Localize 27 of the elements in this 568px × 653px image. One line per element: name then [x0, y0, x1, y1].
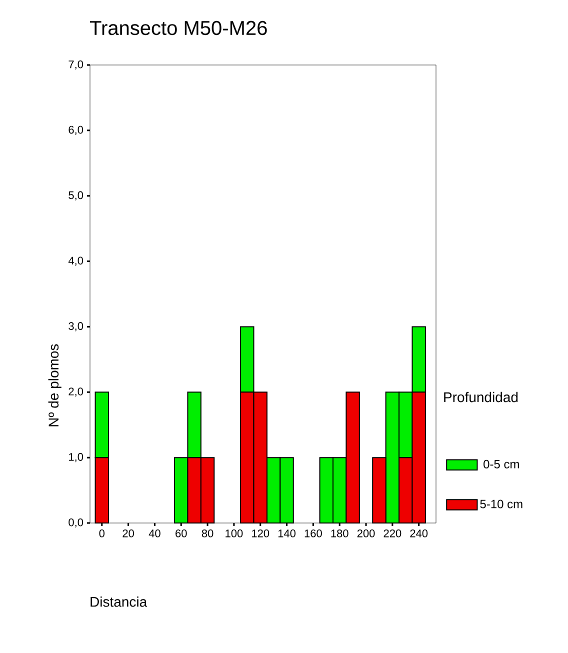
x-tick-label: 140 [278, 530, 296, 538]
x-tick-label: 220 [384, 530, 402, 538]
y-tick-label: 2,0 [68, 388, 84, 397]
x-tick-label: 80 [202, 530, 214, 538]
x-tick-label: 100 [226, 530, 243, 538]
y-axis-title: Nº de plomos [48, 344, 62, 426]
legend-label: 0-5 cm [484, 460, 519, 468]
x-tick-label: 200 [357, 530, 375, 538]
y-tick-label: 0,0 [68, 518, 84, 528]
y-tick-label: 7,0 [68, 60, 84, 70]
x-tick-label: 120 [252, 530, 270, 538]
x-tick-label: 180 [331, 530, 348, 538]
y-tick-label: 6,0 [68, 126, 84, 135]
legend-title: Profundidad [444, 392, 518, 402]
x-tick-label: 40 [148, 530, 160, 538]
x-axis-title: Distancia [90, 596, 148, 607]
chart-title: Transecto M50-M26 [90, 20, 267, 36]
y-tick-label: 1,0 [69, 453, 84, 462]
x-tick-label: 0 [99, 530, 105, 538]
x-tick-label: 20 [122, 530, 134, 538]
y-tick-label: 3,0 [68, 322, 84, 332]
y-tick-label: 5,0 [68, 191, 84, 200]
x-tick-label: 240 [410, 530, 428, 538]
legend-label: 5-10 cm [480, 500, 522, 508]
x-tick-label: 60 [176, 530, 187, 538]
y-tick-label: 4,0 [68, 256, 84, 266]
x-tick-label: 160 [304, 530, 322, 538]
